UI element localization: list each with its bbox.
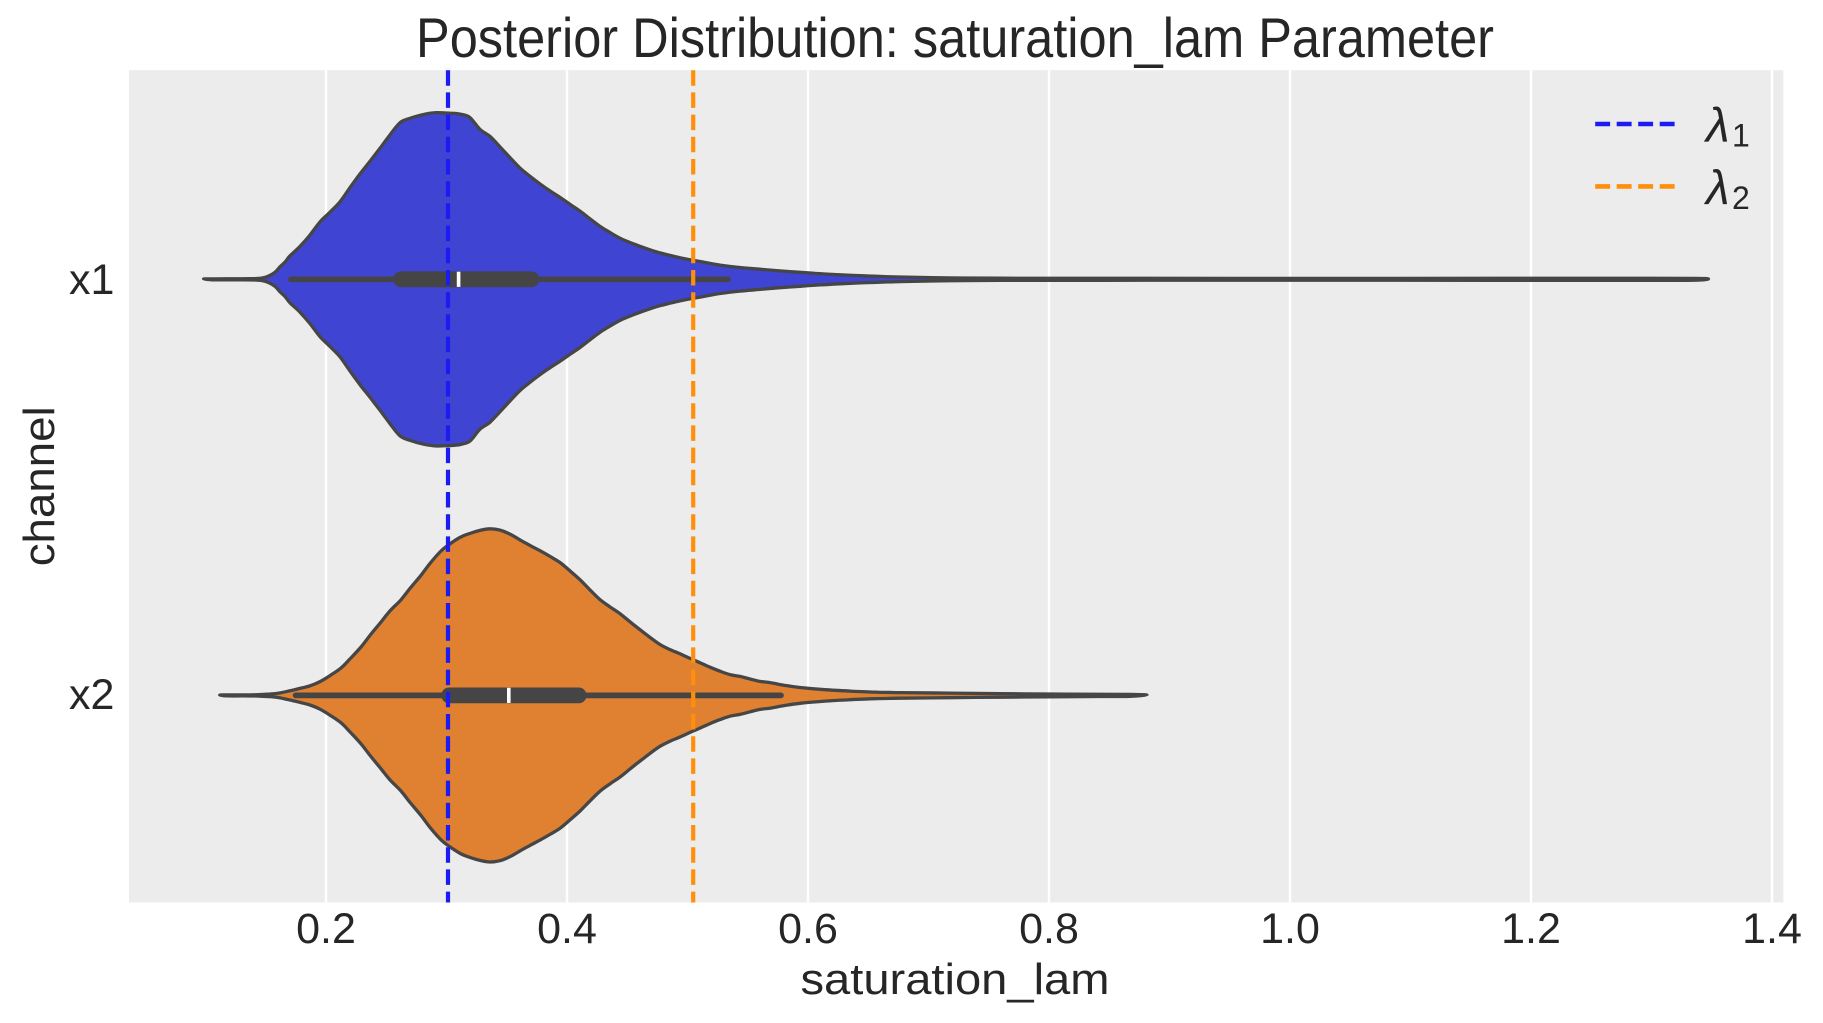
svg-text:1.0: 1.0: [1260, 905, 1320, 953]
svg-text:1: 1: [1732, 118, 1750, 154]
svg-text:x2: x2: [69, 671, 114, 719]
svg-text:0.6: 0.6: [778, 905, 838, 953]
svg-text:0.2: 0.2: [296, 905, 356, 953]
svg-text:λ: λ: [1703, 100, 1730, 153]
svg-text:0.4: 0.4: [537, 905, 597, 953]
svg-text:2: 2: [1732, 180, 1750, 216]
svg-text:channel: channel: [16, 406, 64, 566]
svg-text:Posterior Distribution: satura: Posterior Distribution: saturation_lam P…: [416, 6, 1494, 69]
svg-text:0.8: 0.8: [1019, 905, 1079, 953]
svg-text:1.2: 1.2: [1501, 905, 1561, 953]
svg-text:λ: λ: [1703, 162, 1730, 215]
svg-text:1.4: 1.4: [1742, 905, 1802, 953]
svg-text:saturation_lam: saturation_lam: [801, 956, 1110, 1004]
svg-text:x1: x1: [69, 256, 114, 304]
